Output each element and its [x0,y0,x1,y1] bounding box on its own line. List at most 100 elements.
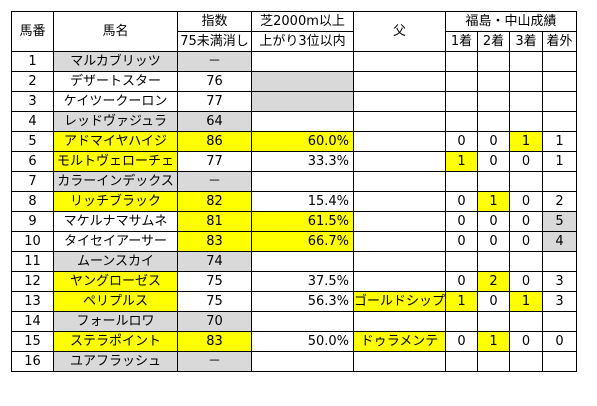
result-out: 1 [542,151,578,172]
horse-number: 9 [11,211,54,232]
result-third [509,311,544,332]
table-row: 4 レッドヴァジュラ 64 [11,111,578,132]
result-first [445,111,479,132]
horse-number: 5 [11,131,54,152]
result-out [542,91,578,112]
header-first: 1着 [445,31,479,52]
table-row: 8 リッチブラック 82 15.4% 0 1 0 2 [11,191,578,212]
result-out: 4 [542,231,578,252]
table-row: 1 マルカブリッツ－ [11,51,578,72]
result-first: 0 [445,211,479,232]
result-out [542,111,578,132]
horse-number: 7 [11,171,54,192]
result-third [509,51,544,72]
horse-number: 14 [11,311,54,332]
turf-top3-rate: 37.5% [251,271,354,292]
result-third: 0 [509,331,544,352]
sire-name [352,271,447,292]
sire-name [352,71,447,92]
sire-name [352,211,447,232]
result-second [477,171,511,192]
result-out: 0 [542,331,578,352]
horse-name: モルトヴェローチェ [53,151,178,172]
table-row: 7 カラーインデックス－ [11,171,578,192]
result-first [445,51,479,72]
horse-number: 1 [11,51,54,72]
result-first [445,311,479,332]
result-second [477,351,511,372]
table-row: 15 ステラポイント 83 50.0% ドゥラメンテ 0 1 0 0 [11,331,578,352]
speed-index: － [177,51,252,72]
horse-name: マルカブリッツ [53,51,178,72]
sire-name [352,351,447,372]
speed-index: 64 [177,111,252,132]
result-first: 0 [445,271,479,292]
result-first: 0 [445,131,479,152]
result-second: 0 [477,151,511,172]
header-name: 馬名 [53,11,178,52]
turf-top3-rate [251,51,354,72]
horse-number: 2 [11,71,54,92]
result-first: 1 [445,291,479,312]
sire-name [352,171,447,192]
result-third: 1 [509,131,544,152]
turf-top3-rate: 33.3% [251,151,354,172]
horse-name: ユアフラッシュ [53,351,178,372]
turf-top3-rate: 61.5% [251,211,354,232]
result-second [477,51,511,72]
horse-name: ペリプルス [53,291,178,312]
speed-index: 82 [177,191,252,212]
horse-name: ムーンスカイ [53,251,178,272]
result-third [509,91,544,112]
result-third: 0 [509,151,544,172]
result-second: 1 [477,331,511,352]
horse-number: 3 [11,91,54,112]
speed-index: 74 [177,251,252,272]
horse-name: カラーインデックス [53,171,178,192]
result-first [445,171,479,192]
result-first [445,91,479,112]
result-out: 5 [542,211,578,232]
turf-top3-rate: 15.4% [251,191,354,212]
result-third: 1 [509,291,544,312]
result-second: 2 [477,271,511,292]
horse-name: デザートスター [53,71,178,92]
horse-number: 8 [11,191,54,212]
horse-name: タイセイアーサー [53,231,178,252]
header-sire: 父 [352,11,447,52]
table-row: 13 ペリプルス 75 56.3% ゴールドシップ 1 0 1 3 [11,291,578,312]
turf-top3-rate [251,251,354,272]
result-first [445,251,479,272]
sire-name: ドゥラメンテ [352,331,447,352]
horse-name: マケルナマサムネ [53,211,178,232]
result-first [445,351,479,372]
speed-index: 83 [177,231,252,252]
speed-index: 77 [177,91,252,112]
result-out: 2 [542,191,578,212]
turf-top3-rate [251,71,354,92]
turf-top3-rate: 50.0% [251,331,354,352]
result-first [445,71,479,92]
speed-index: 75 [177,271,252,292]
header-second: 2着 [477,31,511,52]
speed-index: 81 [177,211,252,232]
header-turf-line1: 芝2000m以上 [251,11,354,32]
horse-number: 10 [11,231,54,252]
table-row: 16 ユアフラッシュ－ [11,351,578,372]
turf-top3-rate: 66.7% [251,231,354,252]
horse-number: 11 [11,251,54,272]
result-third [509,71,544,92]
sire-name [352,51,447,72]
horse-name: ケイツークーロン [53,91,178,112]
result-second: 0 [477,231,511,252]
result-second: 0 [477,291,511,312]
sire-name: ゴールドシップ [352,291,447,312]
header-index-line1: 指数 [177,11,252,32]
result-second [477,91,511,112]
turf-top3-rate: 60.0% [251,131,354,152]
header-num: 馬番 [11,11,54,52]
result-out [542,171,578,192]
table-row: 5 アドマイヤハイジ 86 60.0% 0 0 1 1 [11,131,578,152]
result-first: 0 [445,231,479,252]
horse-number: 12 [11,271,54,292]
